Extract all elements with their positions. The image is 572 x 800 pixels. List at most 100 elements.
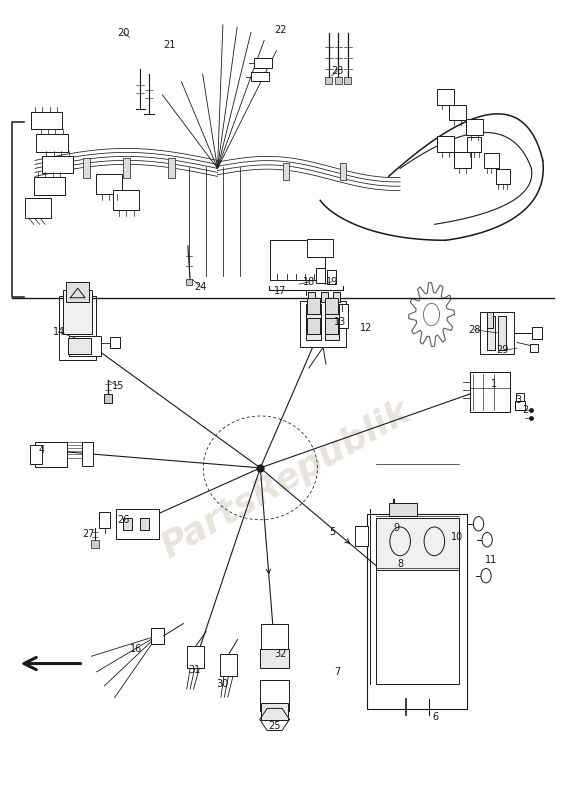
Text: 32: 32	[274, 649, 287, 659]
Text: 11: 11	[485, 554, 498, 565]
Bar	[448, 105, 466, 121]
Bar	[34, 177, 65, 194]
Bar	[66, 282, 89, 302]
Text: 13: 13	[333, 317, 345, 326]
Text: 18: 18	[303, 277, 315, 287]
Bar	[260, 679, 289, 711]
Bar	[340, 163, 346, 180]
Bar	[325, 318, 338, 334]
Text: 19: 19	[325, 277, 338, 287]
Bar	[261, 625, 288, 654]
Bar	[254, 58, 272, 68]
Bar	[487, 316, 495, 350]
Bar	[271, 240, 324, 280]
Text: 4: 4	[39, 445, 45, 454]
Bar	[307, 298, 320, 314]
Bar	[307, 318, 320, 334]
Bar	[367, 514, 467, 710]
Text: 29: 29	[496, 346, 509, 355]
Bar	[100, 512, 110, 528]
Bar	[516, 393, 524, 401]
Bar	[355, 526, 368, 546]
Bar	[63, 290, 92, 334]
Text: 30: 30	[216, 678, 228, 689]
Text: 15: 15	[112, 381, 124, 390]
Bar	[480, 312, 514, 354]
Bar	[283, 163, 289, 180]
Bar	[437, 89, 454, 105]
Bar	[333, 292, 340, 302]
Text: 26: 26	[117, 514, 130, 525]
Text: 23: 23	[331, 66, 344, 76]
Bar	[316, 268, 325, 282]
Text: 16: 16	[130, 644, 142, 654]
Bar	[530, 344, 538, 352]
Bar	[515, 401, 525, 410]
Bar	[532, 327, 542, 338]
Bar	[30, 445, 42, 464]
Text: 20: 20	[117, 28, 130, 38]
Text: 7: 7	[334, 666, 340, 677]
Bar	[466, 119, 483, 135]
Bar	[152, 628, 164, 643]
Bar	[324, 304, 339, 340]
Bar	[470, 372, 510, 412]
Text: 28: 28	[468, 325, 480, 334]
Bar	[496, 170, 510, 183]
Text: 6: 6	[432, 712, 439, 722]
Bar	[467, 138, 482, 152]
Bar	[454, 153, 471, 169]
Text: 22: 22	[274, 26, 287, 35]
Bar	[389, 503, 417, 516]
Bar	[110, 337, 120, 348]
Text: 8: 8	[397, 558, 403, 569]
Bar	[31, 112, 62, 130]
Bar	[91, 540, 98, 548]
Text: 14: 14	[53, 327, 65, 337]
Bar	[140, 518, 149, 530]
Bar	[325, 298, 338, 314]
Text: 9: 9	[393, 522, 399, 533]
Bar	[336, 304, 348, 328]
Text: 2: 2	[523, 405, 529, 414]
Bar	[42, 156, 73, 173]
Bar	[37, 134, 67, 152]
Bar	[306, 304, 320, 340]
Bar	[83, 158, 90, 178]
Text: 25: 25	[268, 721, 281, 731]
Text: 5: 5	[329, 526, 336, 537]
Bar	[59, 296, 96, 360]
Bar	[113, 190, 139, 210]
Bar	[123, 518, 132, 530]
Bar	[484, 154, 499, 168]
Text: PartsRepublik: PartsRepublik	[156, 394, 416, 565]
Text: 27: 27	[82, 529, 95, 539]
Bar	[498, 316, 506, 350]
Bar	[376, 518, 459, 570]
Bar	[335, 78, 342, 84]
Bar	[82, 442, 93, 466]
Bar	[169, 158, 175, 178]
Text: 10: 10	[451, 532, 463, 542]
Bar	[68, 338, 91, 354]
Bar	[327, 270, 336, 284]
Bar	[376, 524, 459, 683]
Bar	[308, 292, 315, 302]
Text: 31: 31	[189, 665, 201, 675]
Bar	[123, 158, 130, 178]
Bar	[300, 301, 346, 347]
Bar	[104, 394, 112, 403]
Text: 12: 12	[360, 323, 372, 333]
Bar	[325, 78, 332, 84]
Text: 17: 17	[274, 286, 287, 296]
Text: 3: 3	[516, 395, 522, 405]
Bar	[25, 198, 51, 218]
Text: 21: 21	[163, 41, 175, 50]
Bar	[260, 649, 289, 668]
Bar	[261, 702, 288, 720]
Bar	[116, 509, 159, 539]
Bar	[321, 292, 328, 302]
Bar	[187, 646, 204, 668]
Text: 1: 1	[491, 379, 497, 389]
Bar	[220, 654, 237, 676]
